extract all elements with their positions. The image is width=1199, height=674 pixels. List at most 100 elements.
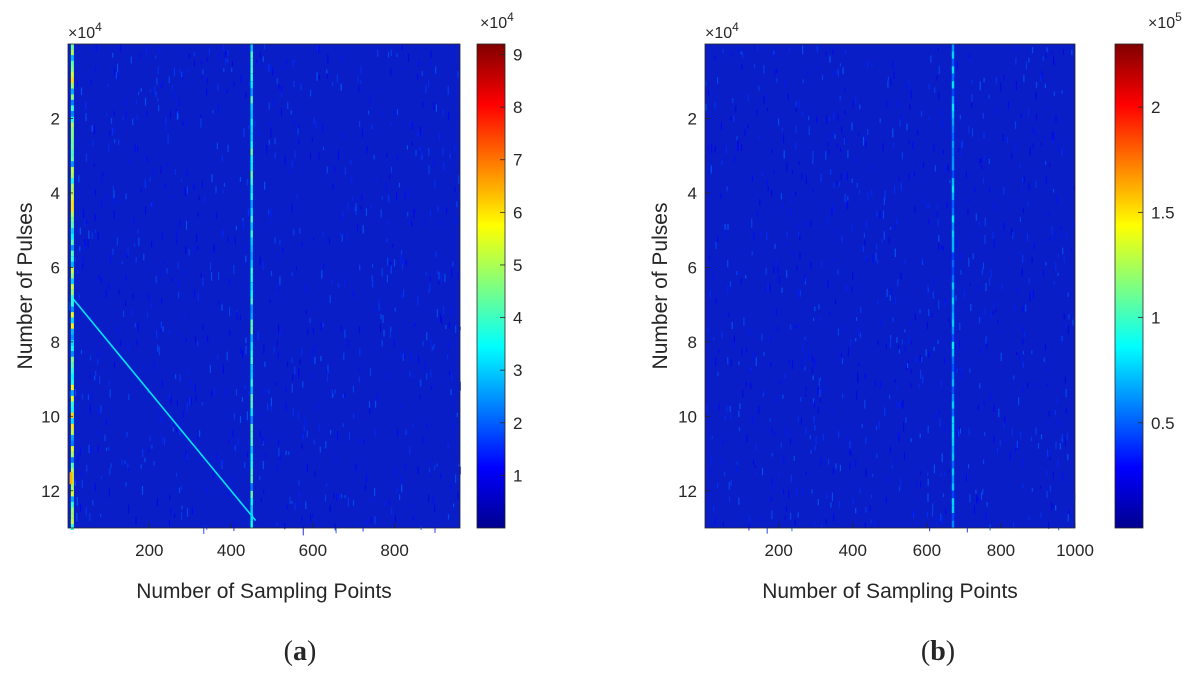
heatmap-cell (380, 209, 382, 218)
heatmap-cell (277, 253, 279, 260)
heatmap-cell (906, 123, 908, 131)
heatmap-cell (228, 438, 230, 444)
heatmap-cell (132, 293, 134, 300)
heatmap-cell (899, 478, 902, 487)
heatmap-cell (1067, 325, 1069, 335)
streak-segment (250, 505, 253, 514)
colorbar-tick-label: 9 (513, 46, 522, 65)
heatmap-cell (814, 445, 816, 451)
heatmap-cell (833, 111, 835, 120)
heatmap-cell (866, 258, 868, 262)
heatmap-cell (329, 295, 331, 304)
heatmap-cell (340, 55, 342, 61)
streak-segment (250, 267, 253, 275)
heatmap-cell (916, 358, 919, 363)
heatmap-cell (337, 431, 339, 440)
heatmap-cell (798, 100, 801, 108)
heatmap-cell (278, 84, 280, 90)
edge-segment (70, 507, 74, 514)
heatmap-cell (218, 301, 220, 305)
heatmap-cell (1049, 163, 1051, 168)
heatmap-cell (128, 393, 130, 400)
heatmap-cell (248, 63, 250, 71)
heatmap-cell (263, 44, 266, 50)
heatmap-cell (272, 68, 274, 76)
heatmap-cell (406, 145, 408, 150)
colorbar-tick-label: 2 (1151, 98, 1160, 117)
heatmap-cell (1022, 387, 1024, 393)
streak-segment (951, 44, 955, 52)
streak-segment (250, 44, 253, 52)
heatmap-cell (736, 461, 738, 465)
heatmap-cell (316, 72, 318, 81)
heatmap-cell (1000, 352, 1002, 362)
heatmap-cell (342, 210, 344, 218)
heatmap-cell (158, 105, 160, 112)
edge-segment (70, 161, 74, 167)
streak-segment (250, 416, 253, 424)
heatmap-cell (981, 165, 983, 170)
heatmap-cell (938, 300, 940, 309)
heatmap-a-frame (67, 43, 461, 529)
heatmap-cell (116, 325, 118, 334)
heatmap-cell (971, 128, 974, 137)
heatmap-cell (90, 79, 92, 84)
heatmap-cell (106, 112, 108, 117)
heatmap-cell (413, 209, 415, 218)
edge-segment (70, 323, 74, 329)
heatmap-cell (736, 136, 738, 141)
heatmap-cell (841, 235, 843, 243)
heatmap-cell (982, 112, 984, 119)
heatmap-cell (740, 278, 742, 285)
heatmap-cell (198, 195, 200, 201)
heatmap-cell (185, 450, 187, 458)
heatmap-cell (850, 339, 852, 347)
heatmap-cell (722, 458, 724, 465)
heatmap-cell (728, 481, 730, 490)
heatmap-cell (1028, 57, 1030, 63)
heatmap-cell (863, 232, 865, 238)
heatmap-cell (871, 190, 873, 196)
heatmap-cell (777, 265, 779, 274)
heatmap-cell (118, 139, 120, 145)
streak-segment (951, 483, 955, 491)
heatmap-cell (414, 209, 416, 213)
heatmap-cell (757, 44, 759, 51)
heatmap-cell (245, 337, 247, 344)
heatmap-cell (387, 220, 389, 226)
heatmap-cell (1058, 418, 1061, 426)
heatmap-cell (718, 403, 720, 411)
heatmap-cell (928, 203, 930, 208)
heatmap-cell (226, 351, 228, 361)
heatmap-cell (966, 474, 968, 479)
heatmap-cell (343, 352, 345, 361)
heatmap-cell (943, 426, 945, 433)
colorbar-tick-label: 3 (513, 361, 522, 380)
streak-segment (951, 423, 955, 432)
heatmap-cell (852, 497, 854, 504)
heatmap-cell (821, 524, 823, 528)
heatmap-cell (176, 111, 178, 120)
heatmap-cell (402, 353, 404, 361)
edge-segment (70, 340, 74, 346)
heatmap-cell (1018, 251, 1021, 256)
heatmap-cell (400, 255, 402, 264)
heatmap-cell (864, 135, 867, 141)
heatmap-cell (411, 220, 413, 227)
heatmap-cell (158, 346, 160, 356)
x-tick-label: 400 (839, 541, 867, 560)
heatmap-cell (844, 193, 846, 203)
heatmap-cell (931, 511, 933, 517)
heatmap-cell (172, 427, 174, 432)
y-tick-label: 6 (51, 258, 60, 277)
heatmap-cell (875, 425, 878, 431)
heatmap-cell (438, 280, 440, 285)
streak-segment (250, 133, 253, 141)
heatmap-cell (362, 527, 364, 532)
heatmap-cell (175, 472, 178, 477)
heatmap-cell (758, 405, 760, 414)
streak-segment (951, 192, 955, 201)
edge-segment (70, 228, 74, 234)
heatmap-cell (134, 144, 136, 152)
